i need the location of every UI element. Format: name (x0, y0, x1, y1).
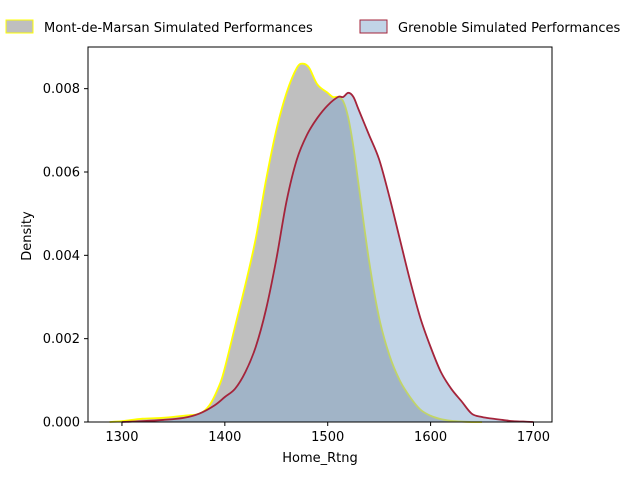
x-tick-label: 1300 (105, 430, 138, 445)
y-axis: 0.000 0.002 0.004 0.006 0.008 (43, 82, 88, 431)
x-axis: 1300 1400 1500 1600 1700 (105, 422, 550, 445)
y-tick-label: 0.004 (43, 249, 80, 264)
legend-label-grenoble: Grenoble Simulated Performances (398, 21, 621, 36)
legend-label-mont-de-marsan: Mont-de-Marsan Simulated Performances (44, 21, 313, 36)
x-axis-label: Home_Rtng (282, 451, 358, 466)
y-axis-label: Density (20, 211, 35, 261)
x-tick-label: 1400 (208, 430, 241, 445)
x-tick-label: 1700 (517, 430, 550, 445)
y-tick-label: 0.000 (43, 416, 80, 431)
plot-frame (87, 46, 553, 423)
density-line-series-1 (121, 91, 534, 423)
x-tick-label: 1600 (414, 430, 447, 445)
y-tick-label: 0.006 (43, 166, 80, 181)
series-layer (109, 62, 534, 423)
y-tick-label: 0.002 (43, 332, 80, 347)
y-tick-label: 0.008 (43, 82, 80, 97)
x-tick-label: 1500 (311, 430, 344, 445)
legend-swatch-grenoble (359, 19, 388, 34)
legend-swatch-mont-de-marsan (5, 19, 34, 34)
density-area-series-1 (121, 92, 534, 422)
legend: Mont-de-Marsan Simulated Performances Gr… (5, 19, 621, 36)
